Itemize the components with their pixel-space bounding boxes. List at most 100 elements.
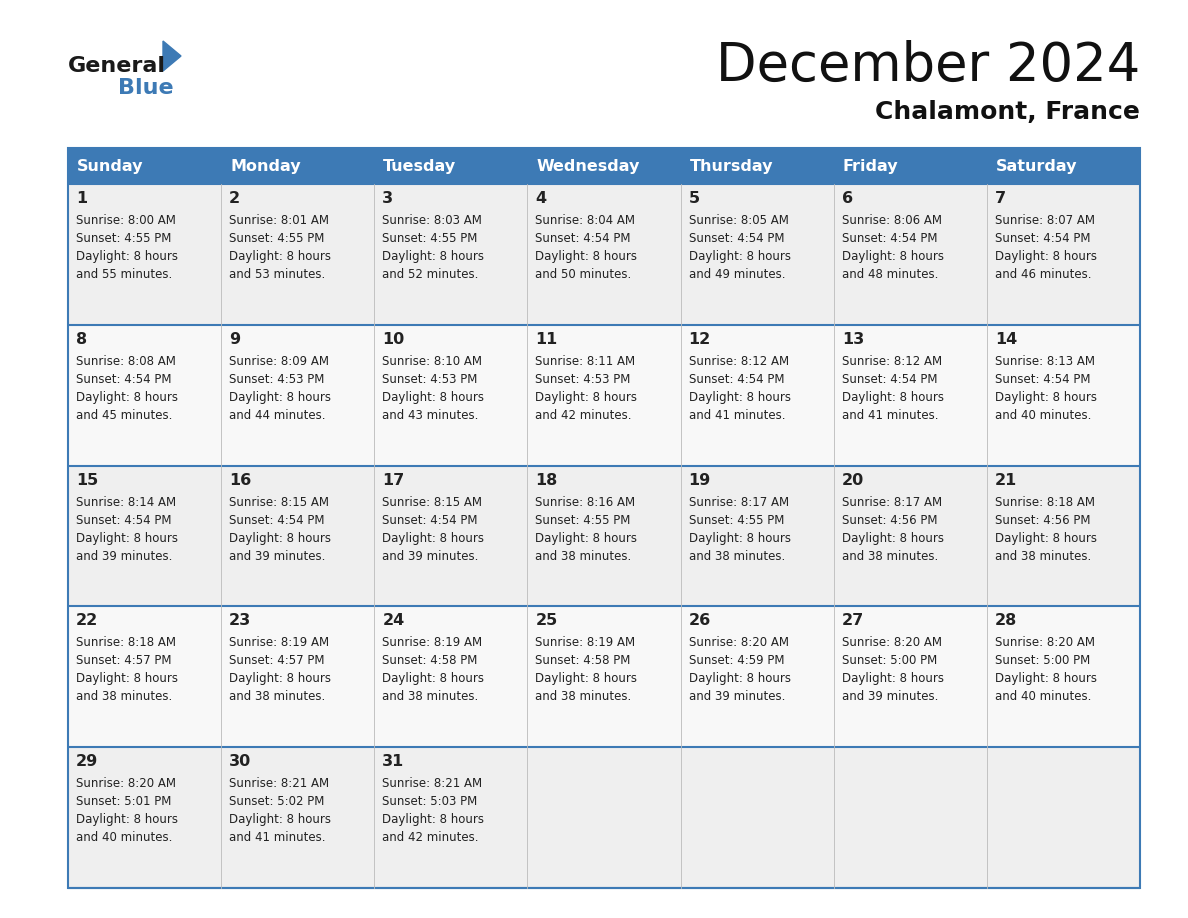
Text: Sunrise: 8:05 AM: Sunrise: 8:05 AM: [689, 214, 789, 227]
Text: Monday: Monday: [230, 159, 301, 174]
Bar: [527, 148, 681, 184]
Bar: [834, 325, 987, 465]
Text: Daylight: 8 hours: Daylight: 8 hours: [842, 532, 943, 544]
Text: Sunset: 4:59 PM: Sunset: 4:59 PM: [689, 655, 784, 667]
Bar: [68, 148, 1140, 888]
Text: and 42 minutes.: and 42 minutes.: [536, 409, 632, 421]
Text: Daylight: 8 hours: Daylight: 8 hours: [536, 391, 638, 404]
Text: 28: 28: [994, 613, 1017, 629]
Bar: [68, 325, 221, 465]
Bar: [527, 607, 681, 747]
Text: Sunrise: 8:21 AM: Sunrise: 8:21 AM: [383, 778, 482, 790]
Text: 20: 20: [842, 473, 864, 487]
Text: Sunrise: 8:06 AM: Sunrise: 8:06 AM: [842, 214, 942, 227]
Bar: [374, 184, 527, 325]
Text: 8: 8: [76, 331, 87, 347]
Text: Daylight: 8 hours: Daylight: 8 hours: [229, 672, 331, 686]
Text: Daylight: 8 hours: Daylight: 8 hours: [383, 813, 485, 826]
Text: and 40 minutes.: and 40 minutes.: [994, 409, 1092, 421]
Text: Sunset: 5:02 PM: Sunset: 5:02 PM: [229, 795, 324, 808]
Text: Sunset: 4:55 PM: Sunset: 4:55 PM: [76, 232, 171, 245]
Bar: [221, 148, 374, 184]
Text: 13: 13: [842, 331, 864, 347]
Text: and 52 minutes.: and 52 minutes.: [383, 268, 479, 281]
Bar: [221, 325, 374, 465]
Text: Sunset: 4:54 PM: Sunset: 4:54 PM: [76, 513, 171, 527]
Text: and 41 minutes.: and 41 minutes.: [229, 831, 326, 845]
Text: 1: 1: [76, 191, 87, 206]
Text: and 48 minutes.: and 48 minutes.: [842, 268, 939, 281]
Bar: [374, 747, 527, 888]
Bar: [834, 184, 987, 325]
Text: 2: 2: [229, 191, 240, 206]
Text: Sunset: 5:01 PM: Sunset: 5:01 PM: [76, 795, 171, 808]
Text: Daylight: 8 hours: Daylight: 8 hours: [842, 391, 943, 404]
Text: December 2024: December 2024: [715, 40, 1140, 92]
Bar: [221, 184, 374, 325]
Text: Sunset: 4:55 PM: Sunset: 4:55 PM: [229, 232, 324, 245]
Text: Sunset: 4:56 PM: Sunset: 4:56 PM: [994, 513, 1091, 527]
Text: Tuesday: Tuesday: [384, 159, 456, 174]
Text: Sunset: 4:54 PM: Sunset: 4:54 PM: [842, 232, 937, 245]
Text: Daylight: 8 hours: Daylight: 8 hours: [76, 391, 178, 404]
Text: and 55 minutes.: and 55 minutes.: [76, 268, 172, 281]
Text: Sunrise: 8:09 AM: Sunrise: 8:09 AM: [229, 354, 329, 368]
Text: Daylight: 8 hours: Daylight: 8 hours: [994, 391, 1097, 404]
Text: Daylight: 8 hours: Daylight: 8 hours: [689, 391, 790, 404]
Text: Sunrise: 8:01 AM: Sunrise: 8:01 AM: [229, 214, 329, 227]
Text: Sunrise: 8:20 AM: Sunrise: 8:20 AM: [76, 778, 176, 790]
Text: and 38 minutes.: and 38 minutes.: [994, 550, 1091, 563]
Text: Daylight: 8 hours: Daylight: 8 hours: [383, 532, 485, 544]
Text: Sunset: 4:54 PM: Sunset: 4:54 PM: [689, 373, 784, 386]
Text: 16: 16: [229, 473, 252, 487]
Text: Sunset: 4:57 PM: Sunset: 4:57 PM: [76, 655, 171, 667]
Text: Sunset: 4:53 PM: Sunset: 4:53 PM: [229, 373, 324, 386]
Bar: [68, 184, 221, 325]
Text: and 38 minutes.: and 38 minutes.: [536, 690, 632, 703]
Text: Wednesday: Wednesday: [537, 159, 640, 174]
Text: 9: 9: [229, 331, 240, 347]
Bar: [681, 184, 834, 325]
Text: Daylight: 8 hours: Daylight: 8 hours: [842, 672, 943, 686]
Bar: [374, 465, 527, 607]
Text: and 45 minutes.: and 45 minutes.: [76, 409, 172, 421]
Text: Sunrise: 8:18 AM: Sunrise: 8:18 AM: [76, 636, 176, 649]
Text: Sunrise: 8:10 AM: Sunrise: 8:10 AM: [383, 354, 482, 368]
Text: 12: 12: [689, 331, 710, 347]
Bar: [374, 148, 527, 184]
Text: Sunrise: 8:15 AM: Sunrise: 8:15 AM: [229, 496, 329, 509]
Text: and 39 minutes.: and 39 minutes.: [842, 690, 939, 703]
Bar: [221, 747, 374, 888]
Text: Sunrise: 8:07 AM: Sunrise: 8:07 AM: [994, 214, 1095, 227]
Text: and 44 minutes.: and 44 minutes.: [229, 409, 326, 421]
Text: and 38 minutes.: and 38 minutes.: [76, 690, 172, 703]
Text: and 40 minutes.: and 40 minutes.: [76, 831, 172, 845]
Text: Sunrise: 8:03 AM: Sunrise: 8:03 AM: [383, 214, 482, 227]
Text: Sunset: 4:54 PM: Sunset: 4:54 PM: [383, 513, 478, 527]
Bar: [987, 465, 1140, 607]
Bar: [681, 325, 834, 465]
Text: 26: 26: [689, 613, 710, 629]
Text: 25: 25: [536, 613, 557, 629]
Text: Sunrise: 8:14 AM: Sunrise: 8:14 AM: [76, 496, 176, 509]
Text: and 50 minutes.: and 50 minutes.: [536, 268, 632, 281]
Text: Daylight: 8 hours: Daylight: 8 hours: [229, 532, 331, 544]
Text: Sunset: 4:53 PM: Sunset: 4:53 PM: [383, 373, 478, 386]
Text: Sunset: 4:55 PM: Sunset: 4:55 PM: [383, 232, 478, 245]
Bar: [987, 325, 1140, 465]
Text: Sunset: 4:56 PM: Sunset: 4:56 PM: [842, 513, 937, 527]
Text: Sunset: 4:54 PM: Sunset: 4:54 PM: [76, 373, 171, 386]
Text: 22: 22: [76, 613, 99, 629]
Text: 29: 29: [76, 755, 99, 769]
Text: Sunrise: 8:04 AM: Sunrise: 8:04 AM: [536, 214, 636, 227]
Text: 5: 5: [689, 191, 700, 206]
Bar: [834, 607, 987, 747]
Bar: [374, 607, 527, 747]
Text: Daylight: 8 hours: Daylight: 8 hours: [383, 250, 485, 263]
Text: Sunset: 4:53 PM: Sunset: 4:53 PM: [536, 373, 631, 386]
Bar: [987, 607, 1140, 747]
Text: 21: 21: [994, 473, 1017, 487]
Bar: [834, 465, 987, 607]
Bar: [68, 465, 221, 607]
Text: Sunrise: 8:20 AM: Sunrise: 8:20 AM: [994, 636, 1095, 649]
